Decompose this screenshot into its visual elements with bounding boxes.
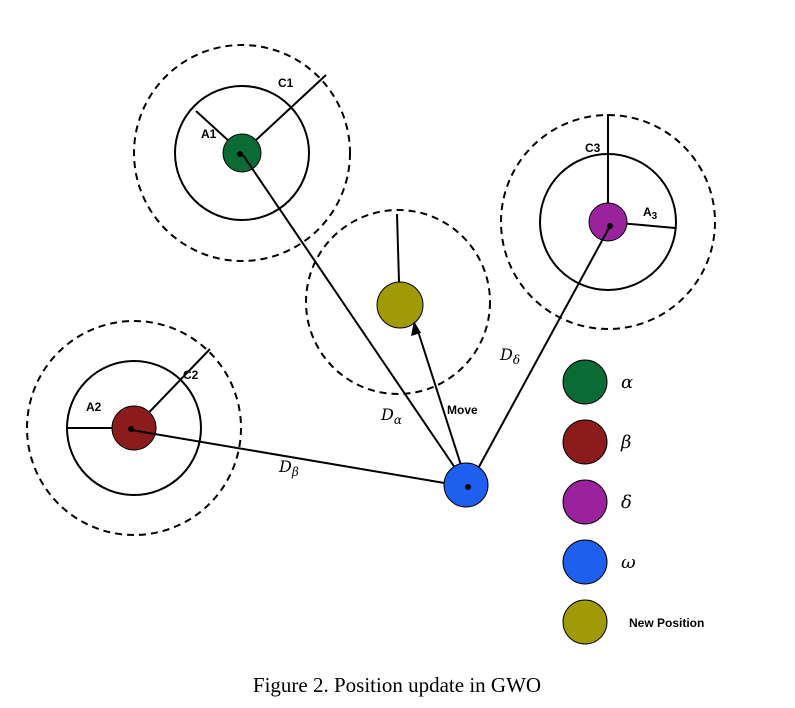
legend-label-delta: δ <box>621 492 632 513</box>
omega-center-dot <box>465 484 471 490</box>
move-arrowhead <box>411 321 421 336</box>
legend-label-omega: ω <box>621 552 636 573</box>
legend-swatch-new-position <box>562 599 608 645</box>
beta-group: C2 A2 <box>26 320 242 536</box>
label-a2: A2 <box>86 400 102 414</box>
new-position-radius <box>396 213 400 283</box>
d-alpha-line <box>242 154 469 488</box>
legend-label-alpha: α <box>621 372 633 393</box>
alpha-inner-circle <box>174 85 310 221</box>
beta-outer-dashed-circle <box>26 320 242 536</box>
legend-swatch-delta <box>562 479 608 525</box>
label-d-alpha: Dα <box>380 405 402 427</box>
label-c2: C2 <box>183 368 199 382</box>
new-position-group <box>305 209 491 395</box>
move-arrow-line <box>416 327 469 488</box>
legend-swatch-beta <box>562 419 608 465</box>
label-d-delta: Dδ <box>499 345 520 367</box>
label-a3-subscript: 3 <box>652 211 658 222</box>
d-delta-line <box>467 225 611 488</box>
alpha-group: C1 A1 <box>133 44 351 262</box>
delta-group: C3 A3 <box>500 114 716 330</box>
legend-swatch-omega <box>562 539 608 585</box>
delta-outer-dashed-circle <box>500 114 716 330</box>
label-c3: C3 <box>585 141 601 155</box>
label-d-delta-subscript: δ <box>513 353 520 367</box>
legend-swatch-alpha <box>562 359 608 405</box>
label-d-beta-subscript: β <box>291 465 299 479</box>
figure-caption: Figure 2. Position update in GWO <box>253 673 541 697</box>
alpha-outer-dashed-circle <box>133 44 351 262</box>
label-d-beta: Dβ <box>278 457 299 479</box>
legend-label-new-position: New Position <box>629 616 704 630</box>
label-move: Move <box>447 403 478 417</box>
new-position-dashed-circle <box>305 209 491 395</box>
label-d-alpha-subscript: α <box>394 413 402 427</box>
label-c1: C1 <box>278 76 294 90</box>
new-position-node <box>376 281 424 329</box>
beta-node <box>111 405 157 451</box>
alpha-center-dot <box>237 151 243 157</box>
label-a3: A3 <box>643 205 658 222</box>
delta-node <box>588 202 628 242</box>
d-beta-line <box>130 429 469 488</box>
legend: α β δ ω New Position <box>562 359 704 645</box>
label-a1: A1 <box>201 127 217 141</box>
legend-label-beta: β <box>620 432 631 453</box>
